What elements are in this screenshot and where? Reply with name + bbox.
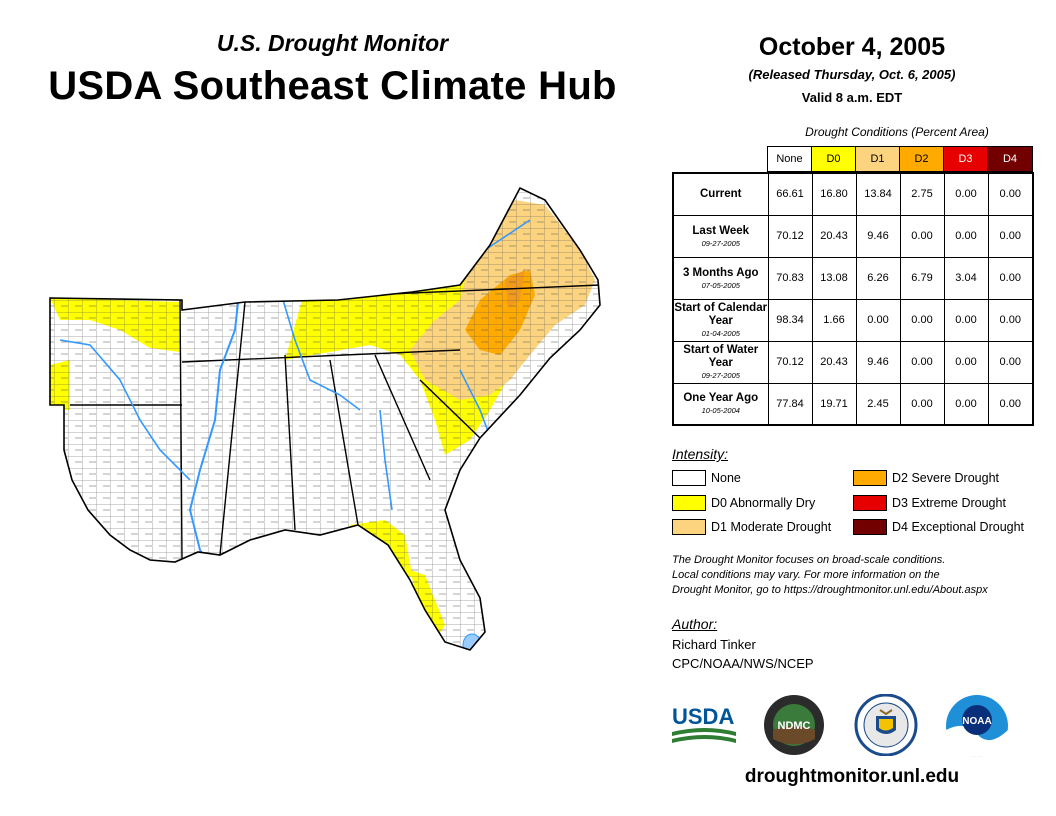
row-label: 3 Months Ago 07-05-2005 bbox=[672, 256, 769, 300]
table-row: Start of Calendar Year 01-04-2005 98.34 … bbox=[672, 298, 1034, 342]
legend-swatch bbox=[853, 495, 887, 511]
chattahoochee-river bbox=[379, 409, 393, 511]
legend-item-d3: D3 Extreme Drought bbox=[853, 495, 1006, 511]
row-label: Current bbox=[672, 172, 769, 216]
author-org: CPC/NOAA/NWS/NCEP bbox=[672, 656, 814, 671]
usda-logo-icon: USDA bbox=[672, 704, 736, 743]
header-none: None bbox=[767, 146, 812, 172]
header-d2: D2 bbox=[899, 146, 944, 172]
svg-text:NOAA: NOAA bbox=[962, 716, 991, 727]
legend-item-none: None bbox=[672, 470, 741, 486]
arkansas-river bbox=[59, 339, 191, 481]
table-row: 3 Months Ago 07-05-2005 70.83 13.08 6.26… bbox=[672, 256, 1034, 300]
mississippi-river bbox=[188, 284, 241, 566]
header-d1: D1 bbox=[855, 146, 900, 172]
table-row: Start of Water Year 09-27-2005 70.12 20.… bbox=[672, 340, 1034, 384]
lake-okeechobee bbox=[462, 633, 482, 650]
legend-title: Intensity: bbox=[672, 446, 729, 462]
table-row: Current 66.61 16.80 13.84 2.75 0.00 0.00 bbox=[672, 172, 1034, 216]
region-outline bbox=[49, 186, 601, 651]
valid-date: October 4, 2005 bbox=[758, 33, 946, 61]
map-subtitle: U.S. Drought Monitor bbox=[216, 30, 449, 56]
drought-stats-table: Current 66.61 16.80 13.84 2.75 0.00 0.00… bbox=[672, 172, 1034, 426]
svg-text:USDA: USDA bbox=[672, 704, 734, 729]
state-boundaries bbox=[70, 284, 600, 561]
noaa-logo-icon: NOAA bbox=[946, 695, 1008, 757]
row-label: One Year Ago 10-05-2004 bbox=[672, 382, 769, 426]
legend-item-d2: D2 Severe Drought bbox=[853, 470, 999, 486]
legend-item-d0: D0 Abnormally Dry bbox=[672, 495, 815, 511]
header-d3: D3 bbox=[943, 146, 988, 172]
release-date: (Released Thursday, Oct. 6, 2005) bbox=[748, 67, 956, 82]
nws-logo-icon bbox=[854, 694, 918, 756]
d1-area-kentucky bbox=[325, 210, 445, 290]
legend-item-d1: D1 Moderate Drought bbox=[672, 519, 831, 535]
table-caption: Drought Conditions (Percent Area) bbox=[805, 125, 989, 139]
row-label: Start of Calendar Year 01-04-2005 bbox=[672, 298, 769, 342]
legend-swatch bbox=[853, 470, 887, 486]
footer-url[interactable]: droughtmonitor.unl.edu bbox=[744, 766, 960, 787]
row-label: Last Week 09-27-2005 bbox=[672, 214, 769, 258]
table-header-row: None D0 D1 D2 D3 D4 bbox=[767, 146, 1033, 172]
valid-time: Valid 8 a.m. EDT bbox=[801, 90, 903, 105]
author-name: Richard Tinker bbox=[672, 637, 756, 652]
ndmc-logo-icon: NDMC bbox=[764, 695, 824, 755]
row-label: Start of Water Year 09-27-2005 bbox=[672, 340, 769, 384]
legend-swatch bbox=[853, 519, 887, 535]
legend-swatch bbox=[672, 495, 706, 511]
header-d0: D0 bbox=[811, 146, 856, 172]
southeast-drought-map bbox=[49, 186, 601, 651]
disclaimer-note: The Drought Monitor focuses on broad-sca… bbox=[672, 554, 988, 596]
legend-swatch bbox=[672, 519, 706, 535]
map-title: USDA Southeast Climate Hub bbox=[48, 64, 617, 108]
svg-text:NDMC: NDMC bbox=[778, 720, 811, 732]
table-row: One Year Ago 10-05-2004 77.84 19.71 2.45… bbox=[672, 382, 1034, 426]
legend-swatch bbox=[672, 470, 706, 486]
legend-item-d4: D4 Exceptional Drought bbox=[853, 519, 1024, 535]
tennessee-river bbox=[279, 289, 361, 411]
header-d4: D4 bbox=[987, 146, 1033, 172]
table-row: Last Week 09-27-2005 70.12 20.43 9.46 0.… bbox=[672, 214, 1034, 258]
author-title: Author: bbox=[672, 616, 718, 632]
